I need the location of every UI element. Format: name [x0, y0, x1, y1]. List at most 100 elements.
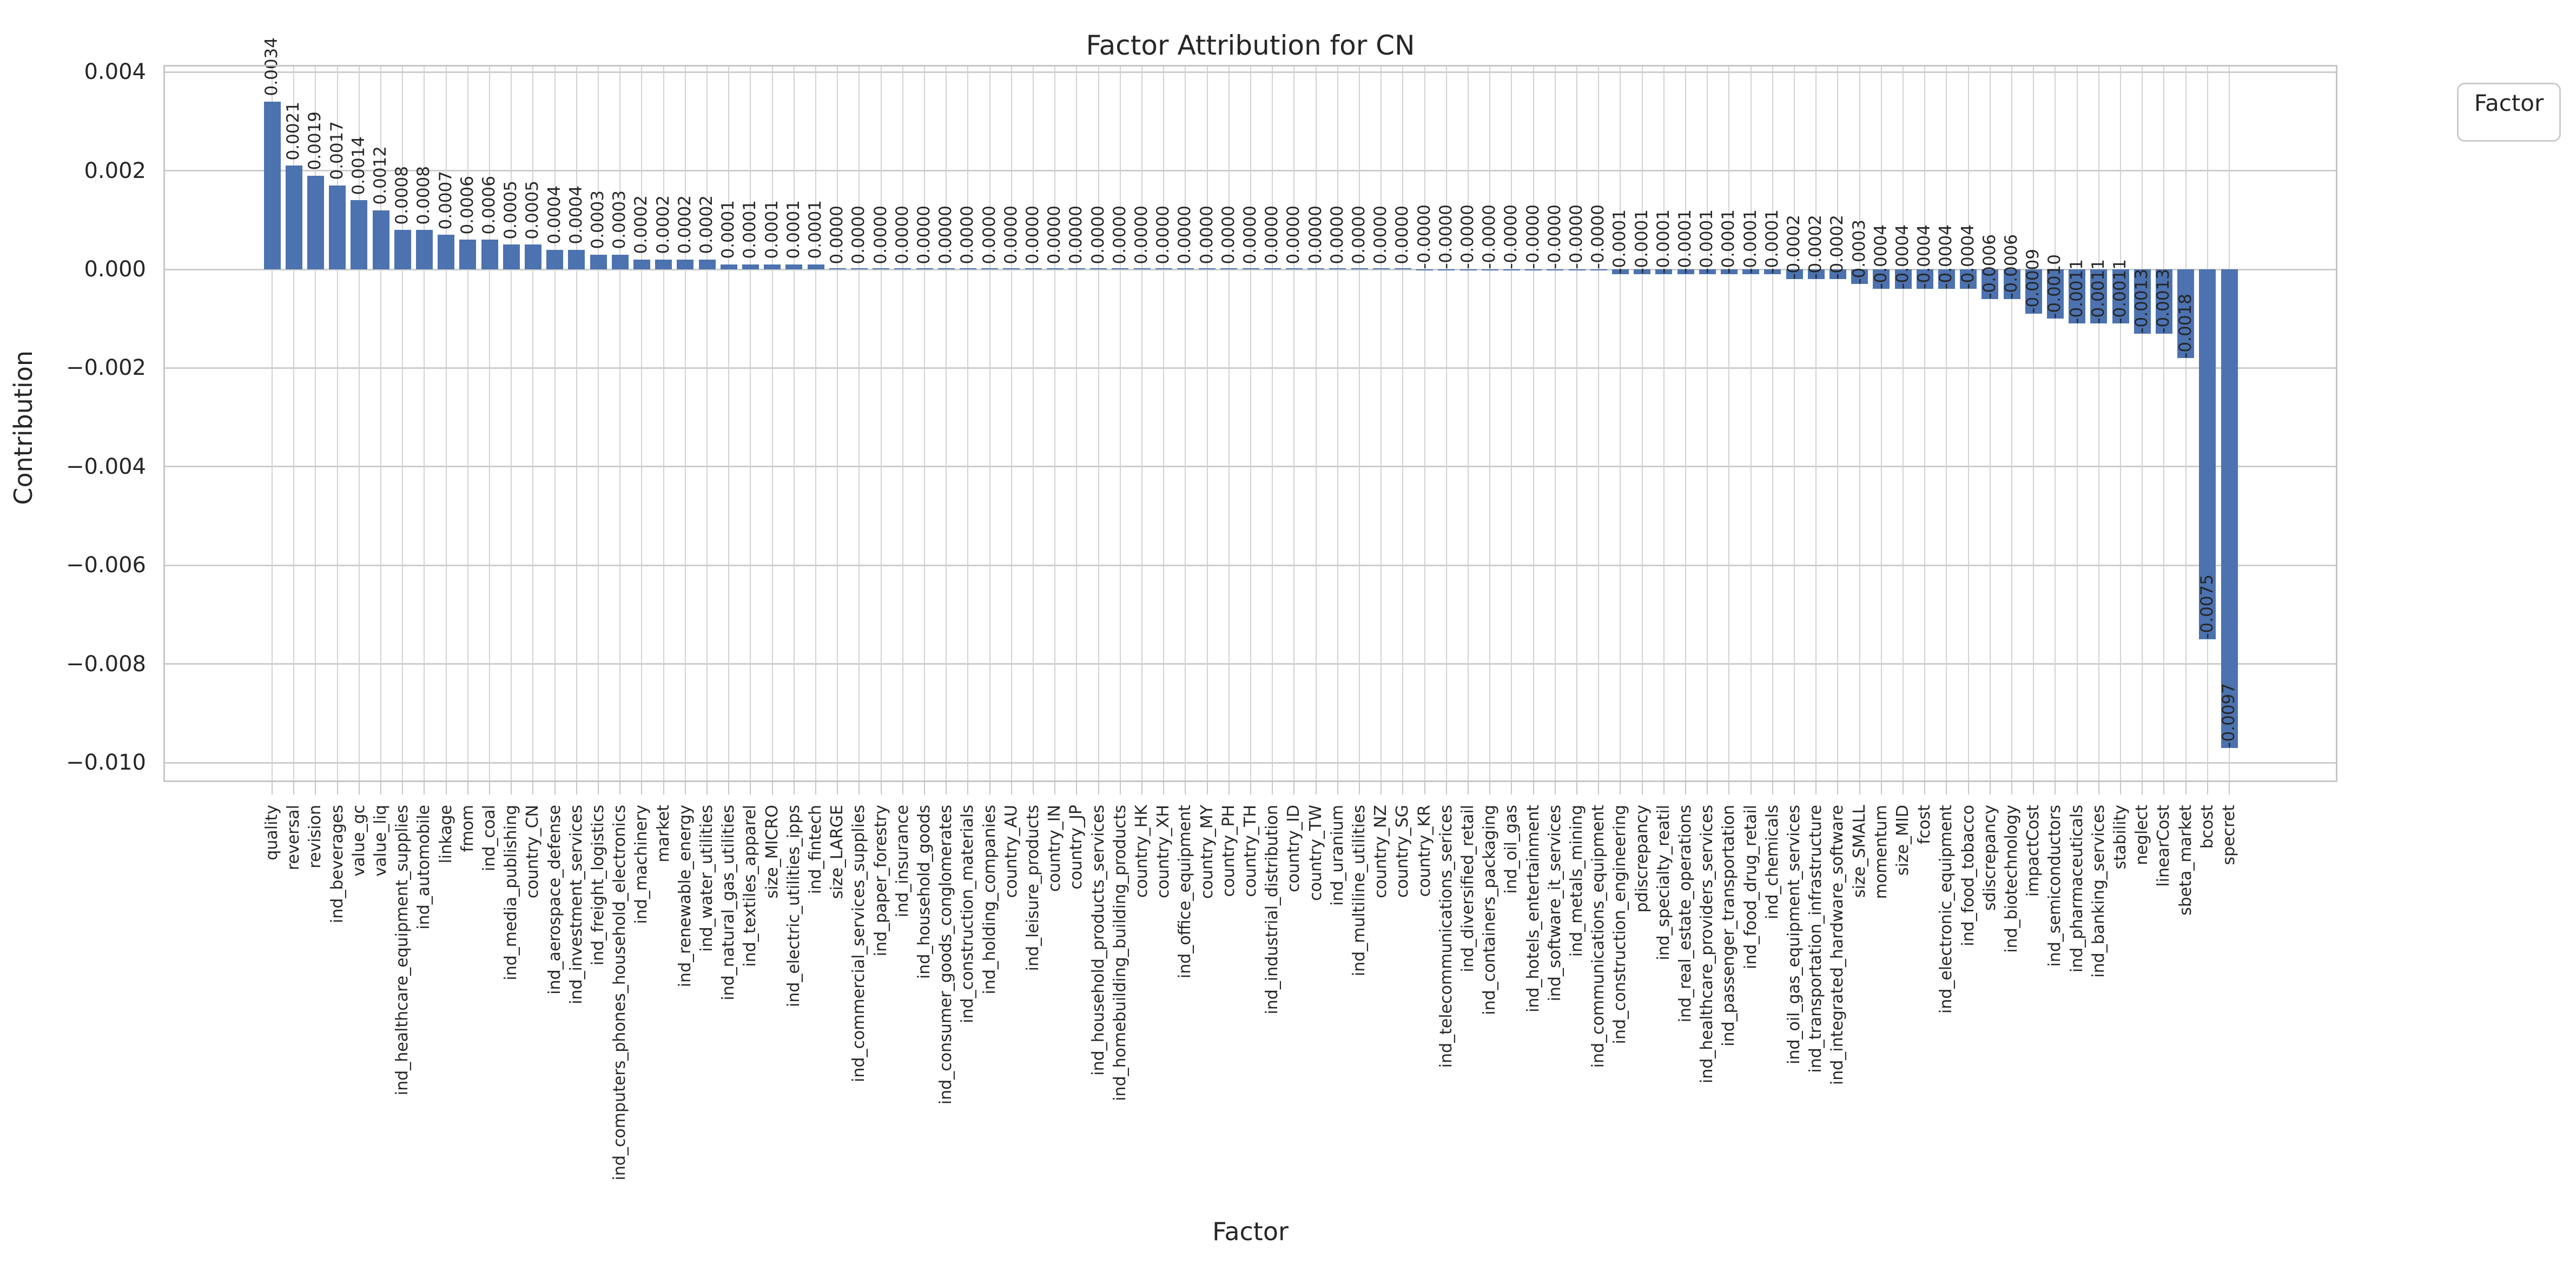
- bar-value-label: 0.0003: [588, 190, 607, 249]
- x-tick-mark: [750, 780, 751, 795]
- v-gridline: [1750, 67, 1752, 780]
- x-tick-label: ind_multiline_utilities: [1350, 805, 1369, 977]
- x-tick-label: stability: [2111, 805, 2130, 870]
- bar-value-label: -0.0004: [1958, 224, 1978, 289]
- v-gridline: [2055, 67, 2056, 780]
- x-tick-label: country_HK: [1132, 805, 1151, 898]
- bar-value-label: -0.0000: [1414, 204, 1434, 269]
- v-gridline: [1511, 67, 1512, 780]
- x-tick-mark: [641, 780, 643, 795]
- bar: [720, 264, 737, 269]
- v-gridline: [793, 67, 795, 780]
- v-gridline: [1620, 67, 1621, 780]
- v-gridline: [706, 67, 708, 780]
- x-tick-mark: [2033, 780, 2035, 795]
- bar-value-label: 0.0001: [762, 200, 782, 259]
- bar-value-label: -0.0000: [1567, 204, 1586, 269]
- bar-value-label: -0.0001: [1697, 209, 1717, 275]
- v-gridline: [902, 67, 903, 780]
- bar-value-label: 0.0014: [348, 136, 368, 195]
- x-tick-label: ind_banking_services: [2089, 805, 2108, 978]
- x-tick-label: ind_real_estate_operations: [1676, 805, 1695, 1023]
- x-tick-mark: [880, 780, 882, 795]
- bar-value-label: 0.0008: [392, 166, 412, 225]
- x-tick-mark: [706, 780, 708, 795]
- v-gridline: [2076, 67, 2078, 780]
- bar: [459, 240, 477, 269]
- bar: [1916, 269, 1933, 289]
- v-gridline: [511, 67, 512, 780]
- bar-value-label: -0.0002: [1784, 214, 1804, 280]
- x-tick-mark: [793, 780, 795, 795]
- x-tick-label: country_ID: [1284, 805, 1304, 892]
- x-tick-label: ind_construction_materials: [958, 805, 977, 1023]
- bar-value-label: -0.0011: [2066, 259, 2086, 324]
- bar-value-label: -0.0000: [1588, 204, 1608, 269]
- v-gridline: [1794, 67, 1795, 780]
- bar: [1459, 269, 1477, 270]
- x-tick-mark: [1707, 780, 1708, 795]
- v-gridline: [1272, 67, 1273, 780]
- x-tick-label: ind_healthcare_providers_services: [1697, 805, 1717, 1084]
- x-tick-label: country_IN: [1045, 805, 1065, 892]
- bar-value-label: -0.0001: [1653, 209, 1673, 275]
- x-tick-mark: [989, 780, 990, 795]
- v-gridline: [946, 67, 947, 780]
- bar-value-label: 0.0004: [544, 186, 564, 244]
- x-tick-mark: [2011, 780, 2012, 795]
- bar-value-label: 0.0000: [1262, 205, 1282, 264]
- bar-value-label: 0.0000: [1371, 205, 1391, 264]
- x-tick-label: specret: [2220, 805, 2238, 865]
- bar-value-label: -0.0013: [2154, 268, 2174, 334]
- bar: [807, 264, 824, 269]
- bar-value-label: 0.0021: [283, 102, 303, 161]
- bar-value-label: -0.0001: [1675, 209, 1695, 275]
- x-tick-mark: [358, 780, 360, 795]
- x-tick-mark: [554, 780, 556, 795]
- x-tick-label: country_KR: [1415, 805, 1434, 897]
- v-gridline: [1967, 67, 1969, 780]
- x-tick-label: ind_biotechnology: [2002, 805, 2021, 953]
- x-tick-mark: [2207, 780, 2208, 795]
- x-tick-label: country_NZ: [1371, 805, 1391, 898]
- bar: [1090, 268, 1107, 269]
- x-tick-mark: [1033, 780, 1034, 795]
- v-gridline: [598, 67, 599, 780]
- bar: [2155, 269, 2172, 334]
- bar: [2112, 269, 2129, 324]
- v-gridline: [967, 67, 969, 780]
- x-tick-mark: [1359, 780, 1360, 795]
- x-tick-label: country_TW: [1306, 805, 1325, 901]
- bar: [1372, 268, 1390, 269]
- bar: [1481, 269, 1498, 270]
- v-gridline: [1707, 67, 1708, 780]
- v-gridline: [1489, 67, 1491, 780]
- bar-value-label: 0.0001: [740, 200, 760, 259]
- bar: [764, 264, 781, 269]
- x-tick-label: quality: [262, 805, 281, 860]
- v-gridline: [1293, 67, 1295, 780]
- x-tick-label: country_MY: [1197, 805, 1217, 899]
- bar: [742, 264, 759, 269]
- bar: [1764, 269, 1781, 275]
- y-tick-label: 0.002: [84, 158, 146, 183]
- x-tick-label: ind_commercial_services_supplies: [849, 805, 869, 1082]
- x-tick-mark: [902, 780, 903, 795]
- bar: [2003, 269, 2020, 299]
- bar-value-label: 0.0012: [371, 146, 390, 205]
- bar: [1742, 269, 1760, 275]
- v-gridline: [1815, 67, 1817, 780]
- bar: [1438, 269, 1455, 270]
- bar-value-label: 0.0000: [849, 205, 869, 264]
- bar: [1873, 269, 1890, 289]
- v-gridline: [554, 67, 556, 780]
- x-tick-label: ind_industrial_distribution: [1263, 805, 1282, 1015]
- x-axis-label: Factor: [1212, 1217, 1289, 1246]
- bar: [1699, 269, 1716, 275]
- bar-value-label: -0.0011: [2110, 259, 2130, 324]
- x-tick-mark: [1620, 780, 1621, 795]
- legend-box: Factor: [2457, 83, 2561, 142]
- x-tick-mark: [511, 780, 512, 795]
- bar: [546, 249, 564, 269]
- x-tick-mark: [1924, 780, 1926, 795]
